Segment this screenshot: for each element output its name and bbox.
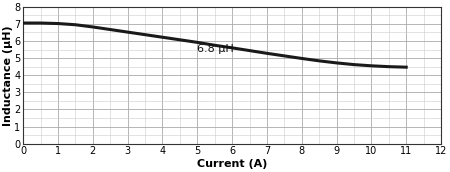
X-axis label: Current (A): Current (A): [197, 159, 267, 169]
Y-axis label: Inductance (μH): Inductance (μH): [3, 25, 13, 126]
Text: 6.8 μH: 6.8 μH: [197, 44, 234, 54]
